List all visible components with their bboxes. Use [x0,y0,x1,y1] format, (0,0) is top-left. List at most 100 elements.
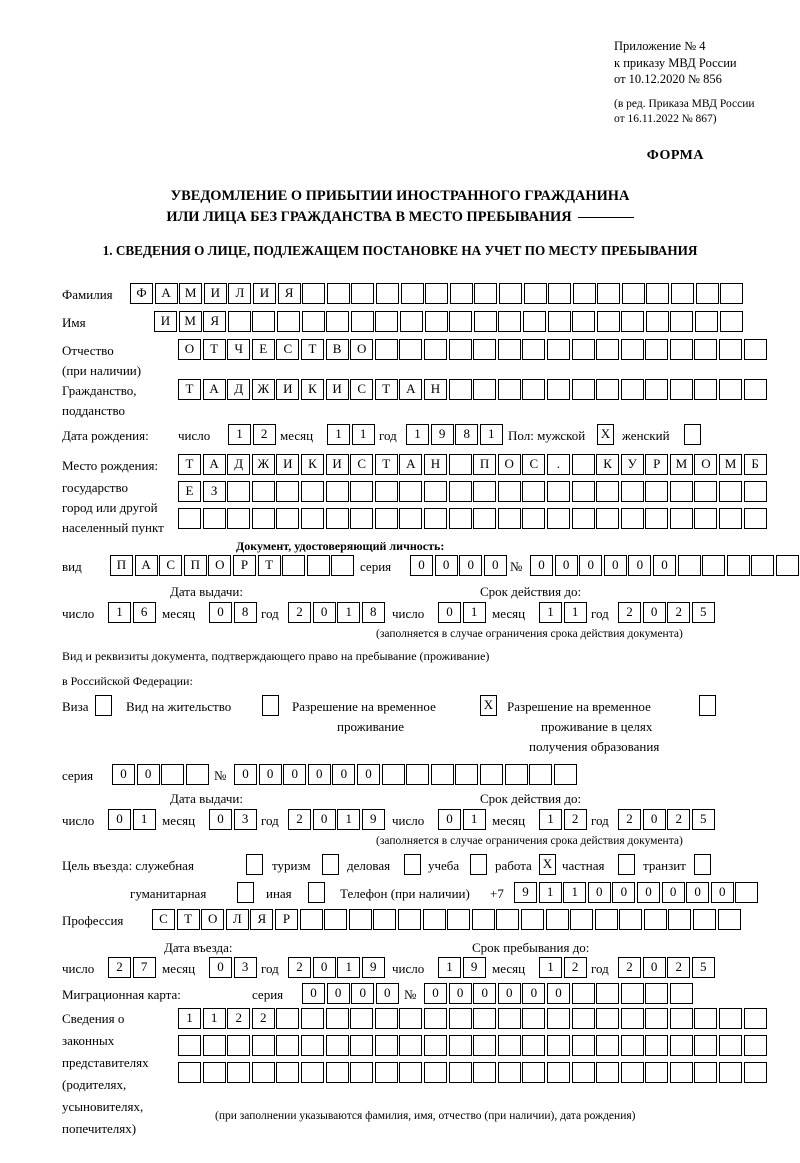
char-cell[interactable]: И [203,283,227,304]
char-cell[interactable] [669,1008,693,1029]
char-cell[interactable] [252,311,276,332]
char-cell[interactable]: Я [277,283,301,304]
char-cell[interactable] [496,909,520,930]
char-cell[interactable] [202,1062,226,1083]
char-cell[interactable] [350,1035,374,1056]
char-cell[interactable]: 0 [410,555,433,576]
char-cell[interactable]: Ф [130,283,153,304]
char-cell[interactable]: И [252,283,276,304]
residence-permit-checkbox[interactable] [262,695,279,716]
char-cell[interactable]: 0 [351,983,375,1004]
char-cell[interactable] [743,339,767,360]
char-cell[interactable] [301,311,325,332]
char-cell[interactable]: 0 [530,555,553,576]
char-cell[interactable] [522,481,546,502]
char-cell[interactable] [546,508,570,529]
char-cell[interactable]: 2 [667,809,691,830]
char-cell[interactable] [719,311,743,332]
char-cell[interactable]: 1 [563,882,587,903]
char-cell[interactable]: 3 [233,809,257,830]
char-cell[interactable]: 0 [473,983,497,1004]
char-cell[interactable] [619,909,643,930]
char-cell[interactable]: 0 [356,764,380,785]
char-cell[interactable]: 0 [302,983,325,1004]
char-cell[interactable] [743,1008,767,1029]
char-cell[interactable]: Р [645,454,669,475]
char-cell[interactable]: Л [225,909,249,930]
char-cell[interactable] [694,1062,718,1083]
char-cell[interactable] [473,1062,497,1083]
char-cell[interactable] [702,555,726,576]
char-cell[interactable]: Я [250,909,274,930]
char-cell[interactable] [325,1062,349,1083]
char-cell[interactable] [497,339,521,360]
char-cell[interactable]: 1 [539,809,562,830]
purpose-other-checkbox[interactable] [308,882,325,903]
char-cell[interactable] [399,508,423,529]
char-cell[interactable]: 1 [108,602,131,623]
char-cell[interactable] [276,1062,300,1083]
char-cell[interactable] [620,1035,644,1056]
char-cell[interactable]: 0 [258,764,282,785]
char-cell[interactable] [571,508,595,529]
char-cell[interactable]: 0 [448,983,472,1004]
char-cell[interactable] [300,1035,324,1056]
char-cell[interactable] [547,311,571,332]
char-cell[interactable]: 0 [375,983,399,1004]
char-cell[interactable]: 0 [612,882,636,903]
char-cell[interactable] [694,1008,718,1029]
char-cell[interactable] [571,481,595,502]
char-cell[interactable] [504,764,528,785]
char-cell[interactable] [473,481,497,502]
char-cell[interactable] [423,508,447,529]
char-cell[interactable] [546,1035,570,1056]
char-cell[interactable]: 0 [424,983,447,1004]
char-cell[interactable]: 1 [337,602,361,623]
char-cell[interactable] [719,1062,743,1083]
char-cell[interactable] [719,1008,743,1029]
char-cell[interactable] [473,311,497,332]
char-cell[interactable] [449,311,473,332]
char-cell[interactable] [717,909,741,930]
char-cell[interactable] [596,1008,620,1029]
char-cell[interactable] [497,1062,521,1083]
char-cell[interactable]: Т [300,339,324,360]
char-cell[interactable] [375,283,399,304]
char-cell[interactable] [306,555,330,576]
char-cell[interactable] [300,1062,324,1083]
char-cell[interactable]: М [178,311,202,332]
char-cell[interactable] [669,1035,693,1056]
char-cell[interactable]: 8 [455,424,479,445]
purpose-business-checkbox[interactable] [404,854,421,875]
char-cell[interactable] [449,283,473,304]
char-cell[interactable] [693,909,717,930]
char-cell[interactable] [720,283,744,304]
char-cell[interactable] [571,983,595,1004]
char-cell[interactable] [522,339,546,360]
char-cell[interactable]: Т [202,339,226,360]
char-cell[interactable] [677,555,701,576]
char-cell[interactable]: 2 [618,809,641,830]
char-cell[interactable] [596,508,620,529]
char-cell[interactable]: 0 [579,555,603,576]
char-cell[interactable]: 7 [132,957,156,978]
char-cell[interactable]: И [276,454,300,475]
char-cell[interactable]: С [350,454,374,475]
purpose-private-checkbox[interactable] [618,854,635,875]
char-cell[interactable] [282,555,306,576]
char-cell[interactable]: О [350,339,374,360]
char-cell[interactable] [522,1008,546,1029]
char-cell[interactable] [497,379,521,400]
char-cell[interactable] [571,339,595,360]
char-cell[interactable]: Т [178,454,201,475]
char-cell[interactable] [621,311,645,332]
